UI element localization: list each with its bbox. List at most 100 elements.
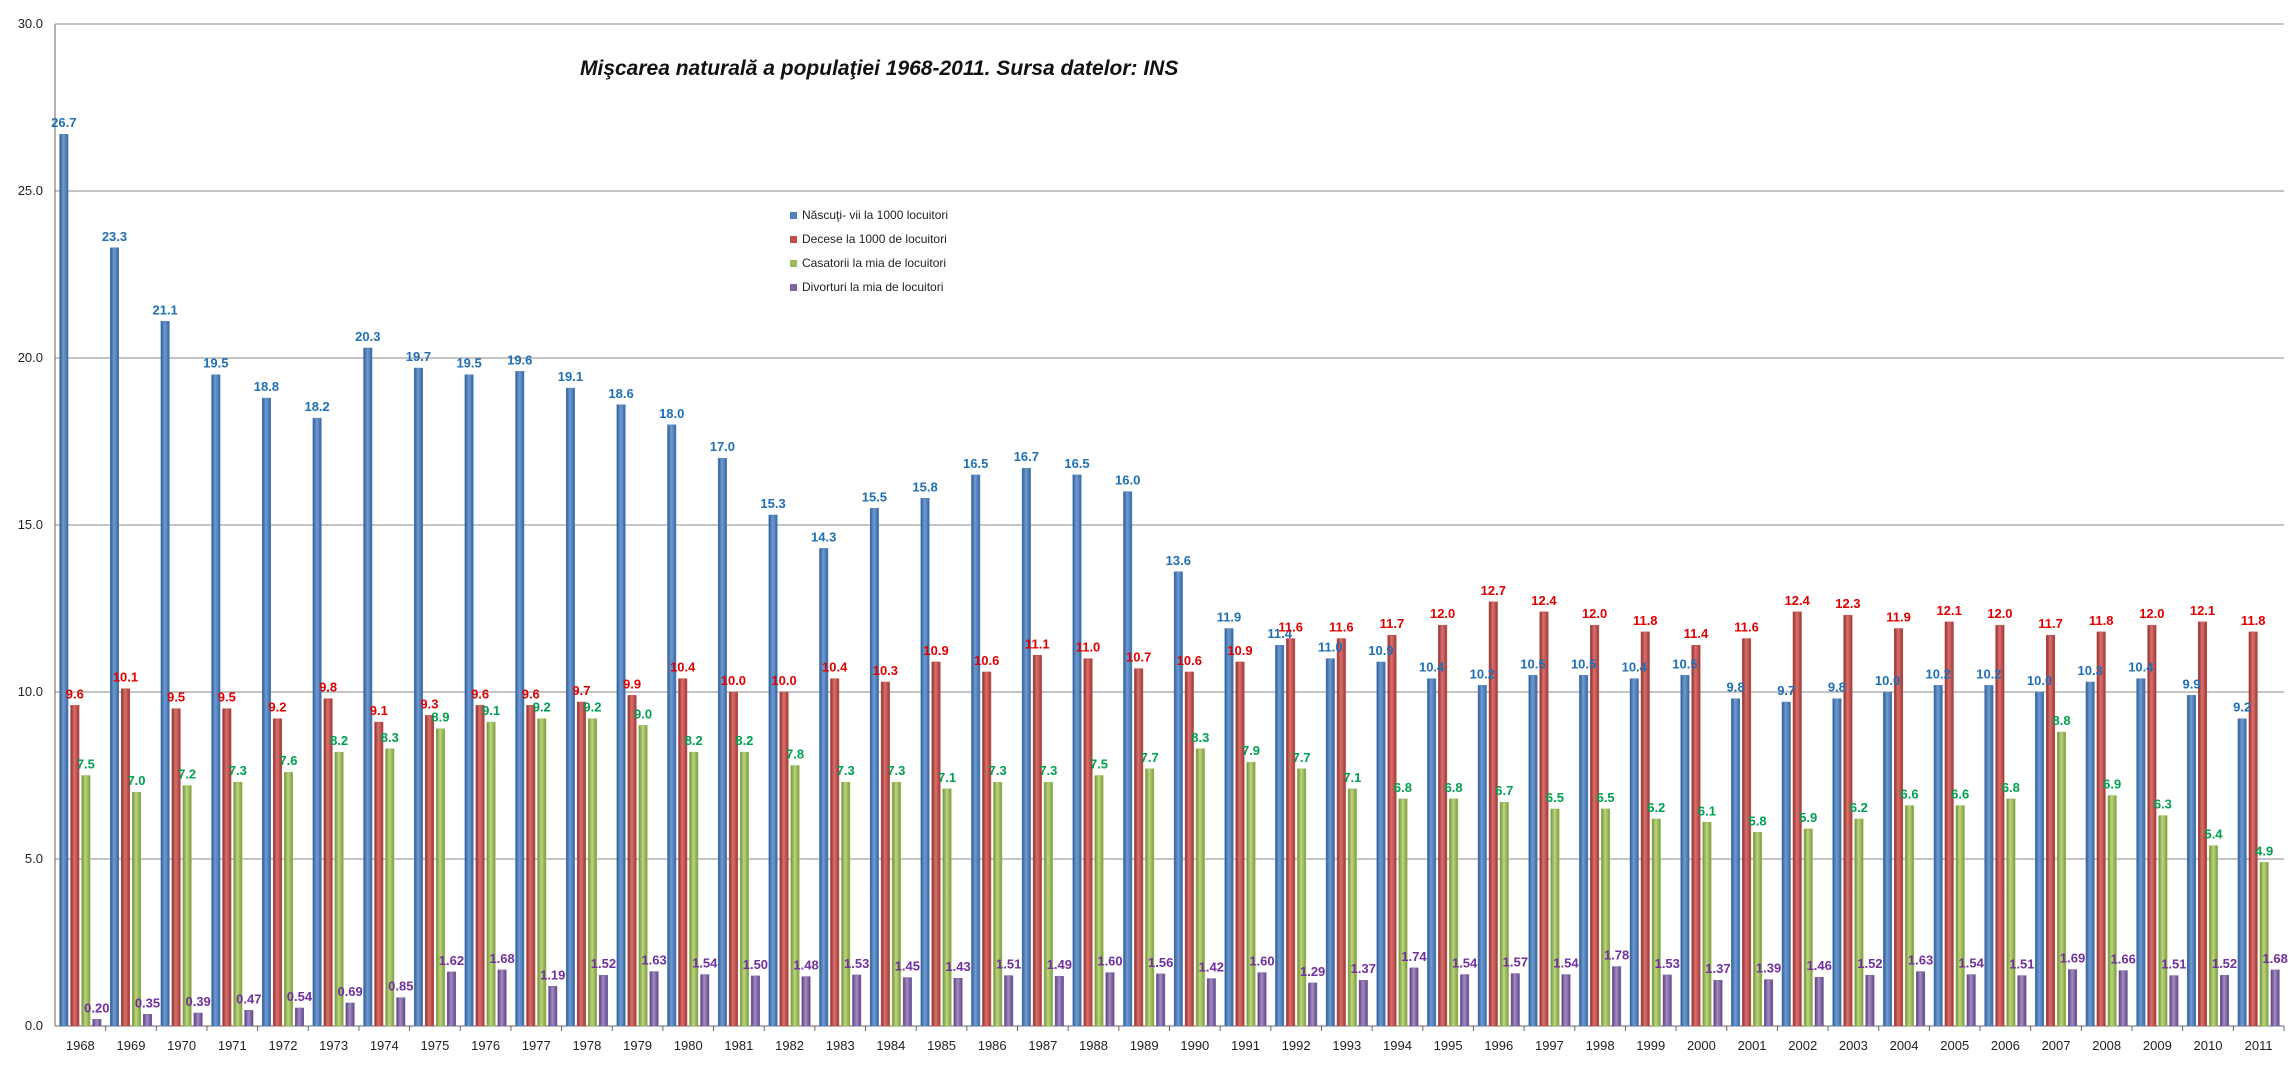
data-label: 6.3 — [2154, 797, 2172, 812]
data-label: 6.6 — [1901, 787, 1919, 802]
bar — [1173, 571, 1183, 1027]
data-label: 11.1 — [1025, 636, 1050, 651]
bar — [891, 781, 901, 1027]
data-label: 1.48 — [793, 958, 818, 973]
bar — [1297, 768, 1307, 1027]
data-label: 6.2 — [1850, 800, 1868, 815]
bar — [1499, 801, 1509, 1027]
x-tick-label: 1981 — [724, 1038, 753, 1053]
data-label: 15.8 — [912, 479, 937, 494]
bar — [1072, 474, 1082, 1027]
bar — [2085, 681, 2095, 1027]
bar — [1680, 675, 1690, 1027]
bar — [1032, 655, 1042, 1027]
x-tick-label: 1992 — [1282, 1038, 1311, 1053]
data-label: 9.2 — [583, 700, 601, 715]
data-label: 12.4 — [1531, 593, 1557, 608]
legend-swatch — [790, 236, 797, 243]
bar — [1021, 467, 1031, 1027]
bar — [1083, 658, 1093, 1027]
bar — [334, 751, 344, 1027]
x-tick-label: 2003 — [1839, 1038, 1868, 1053]
x-tick-label: 1968 — [66, 1038, 95, 1053]
y-tick-label: 0.0 — [25, 1018, 43, 1033]
bar — [1347, 788, 1357, 1027]
legend-entry: Decese la 1000 de locuitori — [802, 232, 947, 246]
data-label: 10.5 — [1520, 656, 1545, 671]
bar — [475, 705, 485, 1027]
bar — [548, 986, 558, 1027]
bar — [59, 133, 69, 1027]
bar — [1601, 808, 1611, 1027]
bar — [587, 718, 597, 1027]
bar — [2209, 845, 2219, 1027]
data-label: 1.42 — [1199, 960, 1224, 975]
data-label: 7.7 — [1141, 750, 1159, 765]
data-label: 1.63 — [1908, 953, 1933, 968]
x-tick-label: 1987 — [1028, 1038, 1057, 1053]
bar — [790, 765, 800, 1027]
data-label: 1.53 — [1655, 956, 1680, 971]
bar — [323, 698, 333, 1027]
bar — [1894, 628, 1904, 1027]
bar — [396, 997, 406, 1027]
x-tick-label: 1980 — [674, 1038, 703, 1053]
bar — [1590, 624, 1600, 1027]
bar — [1966, 974, 1976, 1027]
bar — [537, 718, 547, 1027]
x-tick-label: 2000 — [1687, 1038, 1716, 1053]
bar — [1387, 634, 1397, 1027]
data-label: 18.0 — [659, 406, 684, 421]
data-label: 7.6 — [279, 753, 297, 768]
x-tick-label: 1969 — [117, 1038, 146, 1053]
bar — [131, 791, 141, 1027]
bar — [1742, 638, 1752, 1027]
data-label: 1.37 — [1351, 961, 1376, 976]
data-label: 19.7 — [406, 349, 431, 364]
data-label: 11.8 — [2089, 613, 2114, 628]
data-label: 7.3 — [887, 763, 905, 778]
data-label: 12.1 — [1937, 603, 1962, 618]
bar — [616, 404, 626, 1027]
x-tick-label: 1978 — [572, 1038, 601, 1053]
data-label: 11.8 — [1633, 613, 1658, 628]
data-label: 16.7 — [1014, 449, 1039, 464]
bar — [1933, 685, 1943, 1027]
bar — [1944, 621, 1954, 1027]
bar — [283, 771, 293, 1027]
bar — [993, 781, 1003, 1027]
bar — [768, 514, 778, 1027]
bar — [1477, 685, 1487, 1027]
data-label: 16.5 — [963, 456, 988, 471]
data-label: 1.39 — [1756, 961, 1781, 976]
data-label: 10.0 — [2027, 673, 2052, 688]
data-label: 12.0 — [1987, 606, 2012, 621]
data-label: 6.8 — [1445, 780, 1463, 795]
data-label: 10.5 — [1571, 656, 1596, 671]
data-label: 9.3 — [420, 696, 438, 711]
data-label: 7.2 — [178, 767, 196, 782]
bar — [2118, 970, 2128, 1027]
bar — [1702, 822, 1712, 1027]
data-label: 1.68 — [2263, 951, 2288, 966]
data-label: 18.6 — [608, 386, 633, 401]
data-label: 7.5 — [1090, 757, 1108, 772]
data-label: 11.9 — [1886, 610, 1911, 625]
x-tick-label: 2006 — [1991, 1038, 2020, 1053]
data-label: 9.8 — [319, 680, 337, 695]
data-label: 1.60 — [1249, 954, 1274, 969]
data-label: 8.3 — [381, 730, 399, 745]
data-label: 1.68 — [489, 951, 514, 966]
data-label: 10.5 — [1672, 656, 1697, 671]
data-label: 9.1 — [482, 703, 500, 718]
bar — [728, 691, 738, 1027]
data-label: 9.6 — [522, 686, 540, 701]
bar — [92, 1019, 102, 1027]
bar — [272, 718, 282, 1027]
bar — [801, 976, 811, 1027]
data-label: 20.3 — [355, 329, 380, 344]
bar — [2270, 969, 2280, 1027]
axes: 0.0 5.0 10.0 15.0 20.0 25.0 30.0 1968 1969 1970 19… — [18, 16, 2285, 1053]
data-label: 9.7 — [572, 683, 590, 698]
x-tick-label: 2010 — [2194, 1038, 2223, 1053]
